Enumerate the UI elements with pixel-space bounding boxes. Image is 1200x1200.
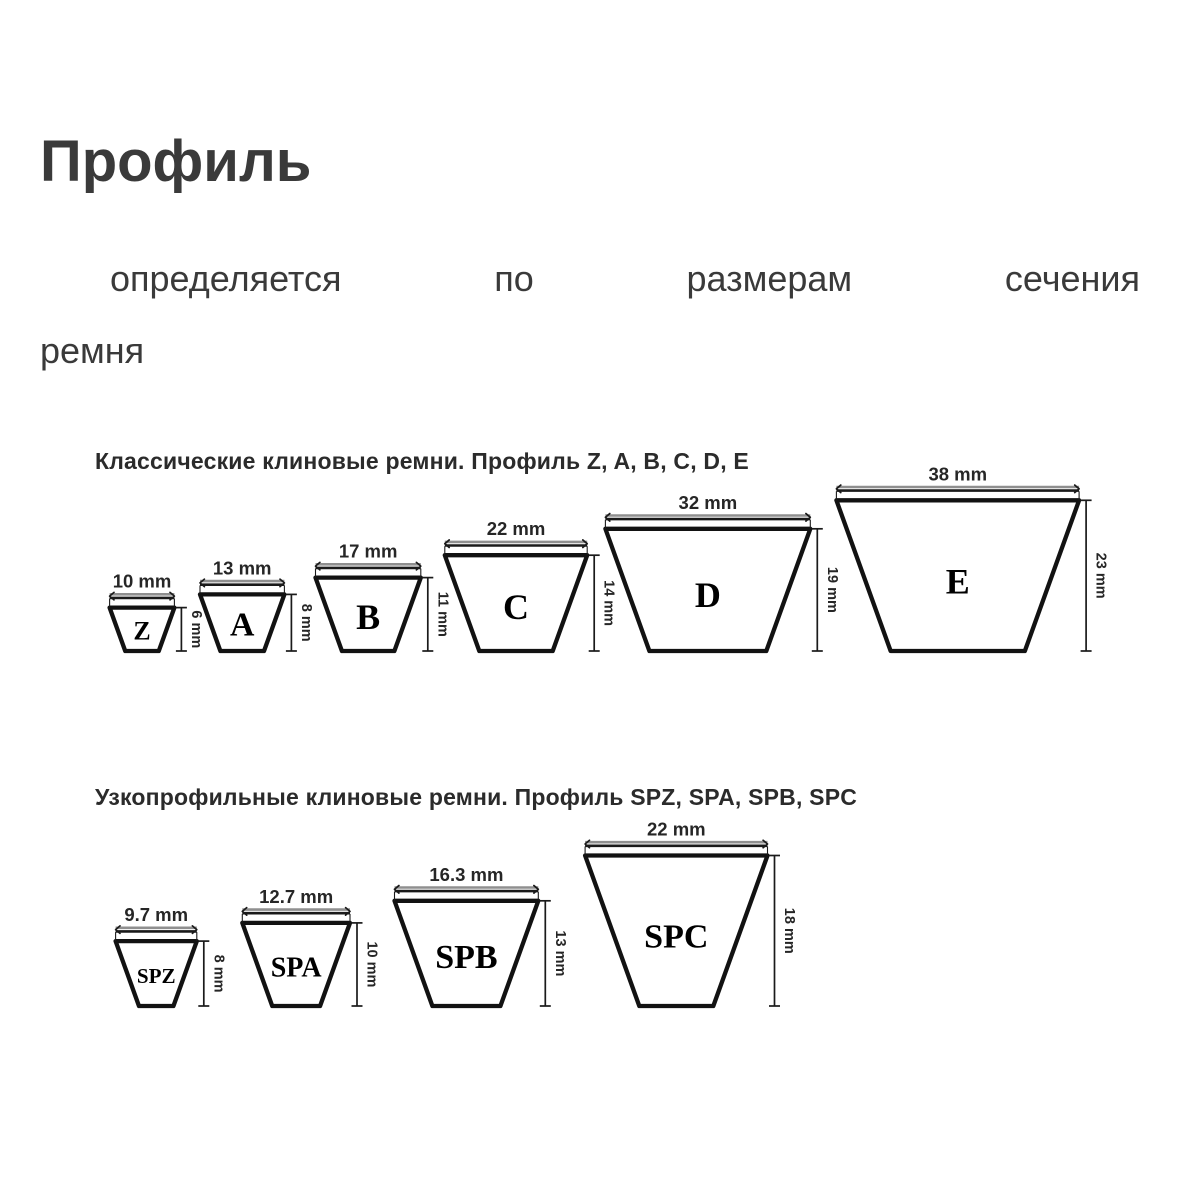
svg-text:32 mm: 32 mm xyxy=(679,492,738,513)
svg-text:16.3 mm: 16.3 mm xyxy=(429,864,503,885)
svg-text:18 mm: 18 mm xyxy=(781,908,797,954)
svg-text:38 mm: 38 mm xyxy=(928,463,987,484)
svg-text:D: D xyxy=(695,575,721,615)
svg-text:22 mm: 22 mm xyxy=(647,819,706,840)
svg-text:SPZ: SPZ xyxy=(137,964,176,988)
svg-text:8 mm: 8 mm xyxy=(298,604,314,642)
svg-text:10 mm: 10 mm xyxy=(113,571,172,592)
svg-text:B: B xyxy=(356,597,380,637)
svg-text:17 mm: 17 mm xyxy=(339,541,398,562)
svg-text:13 mm: 13 mm xyxy=(213,557,272,578)
svg-text:13 mm: 13 mm xyxy=(552,930,568,976)
svg-text:9.7 mm: 9.7 mm xyxy=(124,904,188,925)
svg-text:14 mm: 14 mm xyxy=(601,580,617,626)
svg-text:19 mm: 19 mm xyxy=(824,567,840,613)
svg-text:Z: Z xyxy=(133,617,150,646)
svg-text:E: E xyxy=(946,562,970,602)
svg-text:SPA: SPA xyxy=(271,952,323,983)
svg-text:SPB: SPB xyxy=(435,939,497,976)
svg-text:12.7 mm: 12.7 mm xyxy=(259,886,333,907)
svg-text:SPC: SPC xyxy=(644,918,708,955)
svg-text:10 mm: 10 mm xyxy=(364,941,380,987)
svg-text:11 mm: 11 mm xyxy=(434,592,450,637)
svg-text:A: A xyxy=(230,606,255,643)
svg-text:C: C xyxy=(503,587,529,627)
svg-text:22 mm: 22 mm xyxy=(487,518,546,539)
svg-text:6 mm: 6 mm xyxy=(188,610,204,648)
svg-text:8 mm: 8 mm xyxy=(210,955,226,993)
svg-text:23 mm: 23 mm xyxy=(1093,553,1109,599)
